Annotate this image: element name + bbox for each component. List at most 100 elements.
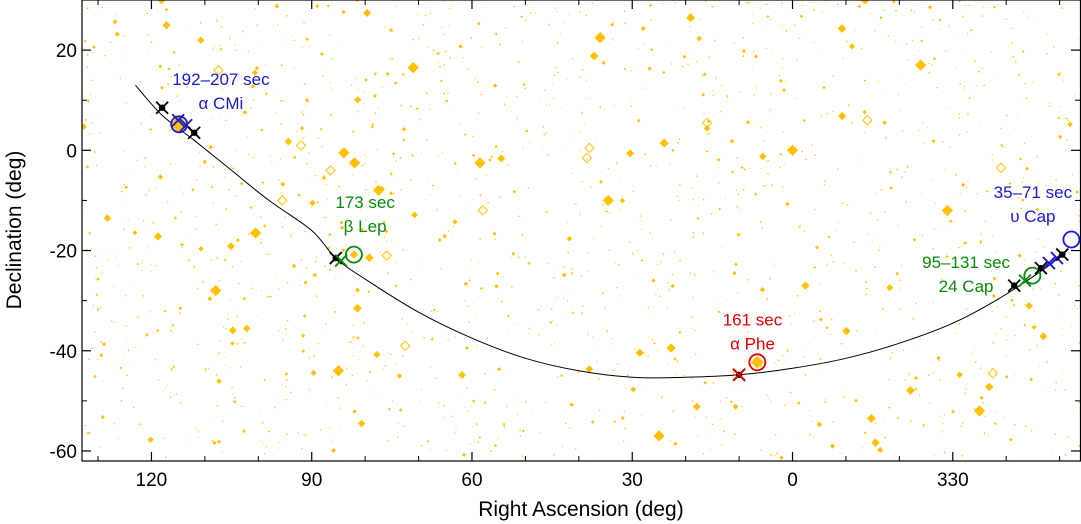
background-star — [84, 118, 87, 121]
background-star — [784, 404, 786, 407]
background-star — [426, 440, 430, 443]
background-star — [717, 170, 719, 172]
background-star — [376, 71, 378, 73]
background-star — [763, 184, 765, 187]
background-star — [346, 458, 348, 460]
background-star — [507, 314, 510, 318]
background-star — [260, 289, 263, 292]
track-marker-dot — [1059, 251, 1066, 258]
background-star — [248, 153, 250, 156]
background-star — [238, 282, 241, 285]
background-star — [401, 72, 405, 76]
track-markers — [155, 101, 1069, 382]
background-star — [99, 353, 104, 358]
background-star — [411, 154, 415, 157]
background-star — [178, 306, 183, 311]
background-star — [928, 402, 931, 404]
background-star — [276, 23, 279, 26]
annotation-beta-lep-star: β Lep — [344, 217, 387, 236]
background-star — [956, 371, 963, 379]
background-star — [323, 174, 325, 177]
background-star — [278, 329, 281, 332]
track-marker-dot — [1037, 264, 1045, 272]
background-star — [1005, 338, 1008, 341]
background-star — [997, 272, 999, 274]
background-star — [142, 259, 144, 261]
background-star — [242, 429, 246, 433]
background-star — [254, 205, 256, 207]
background-star — [571, 311, 575, 315]
background-star — [943, 413, 946, 416]
x-tick-label: 120 — [136, 470, 168, 491]
background-star — [651, 278, 656, 283]
variable-star — [399, 340, 411, 352]
background-star — [132, 230, 138, 236]
background-star — [304, 230, 306, 233]
background-star — [286, 379, 289, 382]
background-star — [1030, 430, 1033, 432]
background-star — [955, 66, 958, 68]
x-axis-title: Right Ascension (deg) — [478, 498, 683, 521]
trajectory-curve — [135, 84, 1066, 379]
background-star — [281, 384, 283, 386]
background-star — [503, 425, 506, 428]
background-star — [1012, 55, 1015, 58]
background-star — [524, 256, 527, 259]
background-star — [689, 25, 691, 28]
background-star — [540, 98, 542, 100]
background-star — [347, 341, 349, 343]
background-star — [717, 310, 721, 314]
background-star — [98, 446, 101, 449]
background-star — [319, 429, 322, 431]
annotation-24-cap: 95–131 sec 24 Cap — [922, 253, 1010, 296]
background-star — [539, 432, 542, 435]
background-star — [261, 181, 265, 184]
background-star — [1058, 294, 1061, 296]
background-star — [693, 329, 696, 332]
background-star — [524, 87, 527, 90]
background-star — [622, 440, 625, 442]
background-star — [353, 294, 355, 297]
background-star — [829, 443, 836, 449]
background-star — [430, 338, 432, 341]
background-star — [671, 148, 675, 152]
background-star — [195, 427, 197, 429]
background-star — [328, 34, 331, 36]
background-star — [736, 206, 739, 209]
background-star — [666, 307, 668, 310]
background-star — [309, 391, 311, 393]
background-star — [819, 310, 822, 313]
background-star — [270, 295, 273, 298]
background-star — [182, 192, 184, 195]
background-star — [798, 225, 801, 228]
background-star — [813, 158, 816, 160]
background-star — [732, 376, 734, 379]
background-star — [321, 175, 326, 180]
background-star — [641, 87, 643, 89]
background-star — [224, 327, 227, 330]
background-star — [659, 138, 669, 148]
background-star — [587, 270, 590, 273]
variable-star — [987, 367, 999, 379]
y-tick-label: -40 — [50, 342, 77, 363]
background-star — [672, 410, 675, 413]
background-star — [310, 181, 312, 183]
background-star — [304, 135, 306, 137]
background-star — [301, 111, 303, 113]
background-star — [790, 323, 792, 326]
background-star — [348, 157, 361, 169]
background-star — [330, 57, 333, 60]
background-star — [1075, 190, 1080, 194]
background-star — [580, 274, 583, 277]
background-star — [570, 271, 574, 275]
background-star — [691, 296, 694, 299]
background-star — [1078, 220, 1080, 222]
background-star — [114, 31, 120, 37]
track-marker-dot — [190, 129, 198, 136]
annotation-24-cap-time: 95–131 sec — [922, 253, 1010, 272]
background-star — [90, 115, 92, 117]
background-star — [242, 296, 247, 301]
background-star — [767, 397, 770, 399]
background-star — [490, 155, 493, 158]
background-star — [470, 454, 472, 456]
